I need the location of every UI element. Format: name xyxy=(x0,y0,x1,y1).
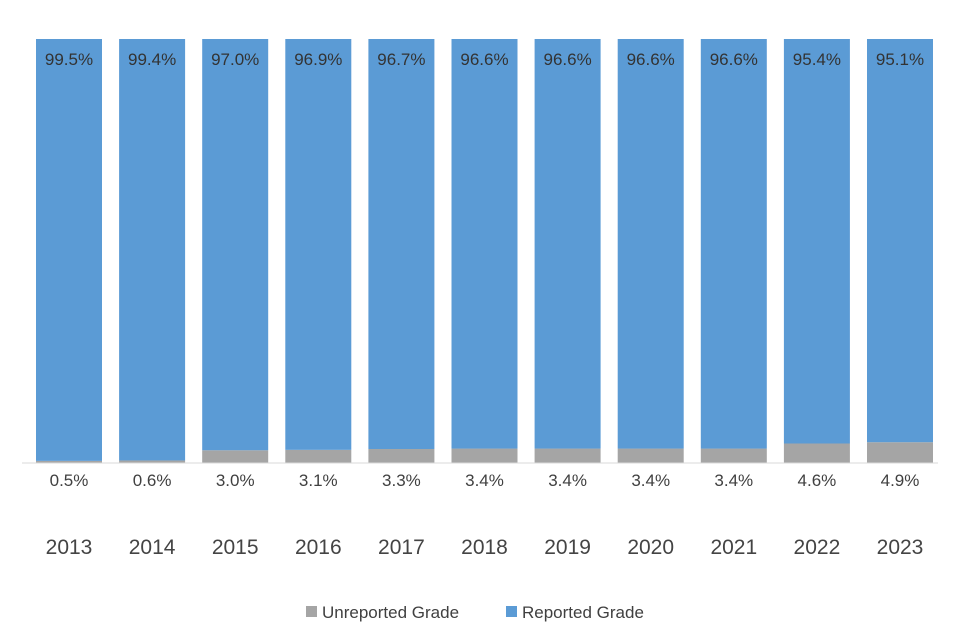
data-label-reported-2016: 96.9% xyxy=(294,50,342,69)
x-tick-label-2020: 2020 xyxy=(627,536,674,559)
bar-reported-2018 xyxy=(451,39,518,449)
legend-swatch-unreported xyxy=(306,606,317,617)
legend-label-unreported: Unreported Grade xyxy=(322,603,459,622)
bar-reported-2023 xyxy=(867,39,933,443)
data-label-reported-2018: 96.6% xyxy=(460,50,508,69)
data-label-unreported-2018: 3.4% xyxy=(465,471,504,490)
data-label-reported-2022: 95.4% xyxy=(793,50,841,69)
bar-unreported-2020 xyxy=(617,448,684,463)
data-labels-group: 99.5% 0.5% 99.4% 0.6% 97.0% 3.0% 96.9% 3.1% 96.7… xyxy=(45,50,924,490)
x-axis-tick-labels: 2013 2014 2015 2016 2017 2018 2019 2020 2021 2022… xyxy=(46,536,924,559)
x-tick-label-2021: 2021 xyxy=(710,536,757,559)
x-tick-label-2015: 2015 xyxy=(212,536,259,559)
data-label-reported-2014: 99.4% xyxy=(128,50,176,69)
bar-reported-2017 xyxy=(368,39,435,450)
data-label-reported-2023: 95.1% xyxy=(876,50,924,69)
bar-unreported-2022 xyxy=(783,443,850,463)
bar-reported-2019 xyxy=(534,39,601,449)
x-tick-label-2014: 2014 xyxy=(129,536,176,559)
data-label-unreported-2021: 3.4% xyxy=(714,471,753,490)
data-label-reported-2021: 96.6% xyxy=(710,50,758,69)
bar-reported-2014 xyxy=(119,39,186,461)
bar-unreported-2017 xyxy=(368,449,435,463)
data-label-unreported-2017: 3.3% xyxy=(382,471,421,490)
data-label-reported-2015: 97.0% xyxy=(211,50,259,69)
bar-unreported-2023 xyxy=(867,442,933,463)
bar-reported-2021 xyxy=(700,39,767,449)
data-label-unreported-2014: 0.6% xyxy=(133,471,172,490)
x-tick-label-2019: 2019 xyxy=(544,536,591,559)
data-label-unreported-2013: 0.5% xyxy=(50,471,89,490)
bar-unreported-2014 xyxy=(119,460,186,463)
bar-reported-2015 xyxy=(202,39,269,451)
bar-unreported-2013 xyxy=(36,460,102,463)
legend: Unreported Grade Reported Grade xyxy=(306,603,644,622)
legend-swatch-reported xyxy=(506,606,517,617)
x-tick-label-2022: 2022 xyxy=(794,536,841,559)
data-label-unreported-2023: 4.9% xyxy=(881,471,920,490)
bar-reported-2020 xyxy=(617,39,684,449)
x-tick-label-2013: 2013 xyxy=(46,536,93,559)
bar-unreported-2016 xyxy=(285,449,352,463)
data-label-unreported-2020: 3.4% xyxy=(631,471,670,490)
x-tick-label-2023: 2023 xyxy=(877,536,924,559)
data-label-unreported-2015: 3.0% xyxy=(216,471,255,490)
legend-label-reported: Reported Grade xyxy=(522,603,644,622)
data-label-unreported-2022: 4.6% xyxy=(798,471,837,490)
x-tick-label-2016: 2016 xyxy=(295,536,342,559)
bar-unreported-2018 xyxy=(451,448,518,463)
data-label-reported-2017: 96.7% xyxy=(377,50,425,69)
data-label-reported-2013: 99.5% xyxy=(45,50,93,69)
data-label-reported-2020: 96.6% xyxy=(627,50,675,69)
x-tick-label-2017: 2017 xyxy=(378,536,425,559)
data-label-unreported-2019: 3.4% xyxy=(548,471,587,490)
data-label-reported-2019: 96.6% xyxy=(543,50,591,69)
bar-unreported-2015 xyxy=(202,450,269,463)
data-label-unreported-2016: 3.1% xyxy=(299,471,338,490)
bar-reported-2013 xyxy=(36,39,102,461)
bar-reported-2016 xyxy=(285,39,352,450)
x-tick-label-2018: 2018 xyxy=(461,536,508,559)
bar-reported-2022 xyxy=(783,39,850,444)
bar-unreported-2021 xyxy=(700,448,767,463)
bar-unreported-2019 xyxy=(534,448,601,463)
bars-group xyxy=(36,39,933,463)
